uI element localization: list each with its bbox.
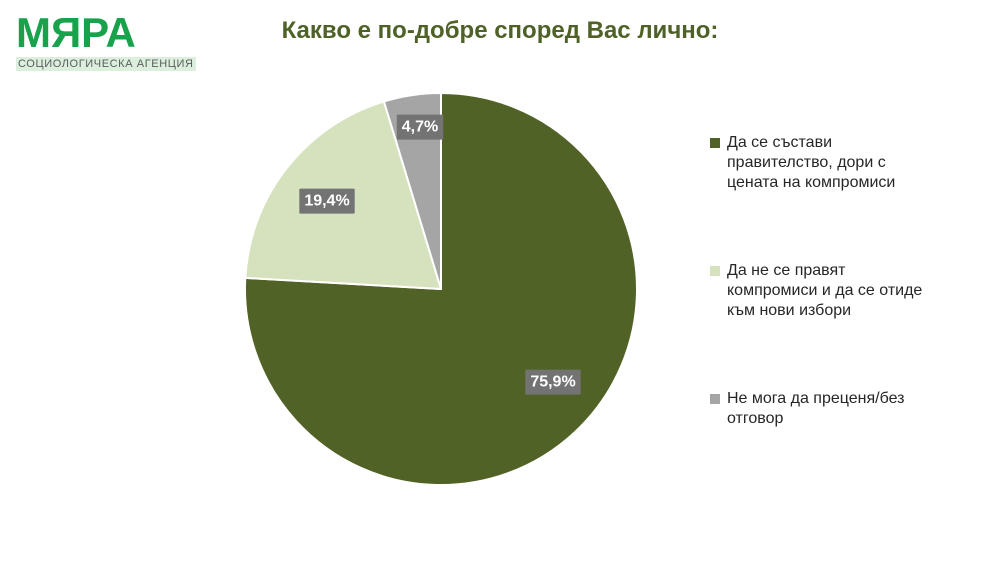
legend-item-2: Не мога да преценя/без отговор bbox=[710, 389, 940, 429]
legend-swatch-icon bbox=[710, 394, 720, 404]
chart-title: Какво е по-добре според Вас лично: bbox=[281, 17, 719, 44]
logo-subtitle: СОЦИОЛОГИЧЕСКА АГЕНЦИЯ bbox=[16, 57, 196, 71]
legend-label: Да не се правят компромиси и да се отиде… bbox=[727, 262, 923, 319]
svg-text:75,9%: 75,9% bbox=[530, 374, 575, 391]
pie-slices bbox=[243, 92, 638, 486]
data-label-2: 4,7% bbox=[396, 114, 444, 140]
logo-wordmark: МЯРА bbox=[16, 9, 136, 56]
data-label-1: 19,4% bbox=[299, 188, 355, 214]
legend-label: Не мога да преценя/без отговор bbox=[727, 390, 905, 427]
pie-slice-2 bbox=[382, 92, 442, 290]
svg-text:4,7%: 4,7% bbox=[402, 119, 438, 136]
agency-logo: МЯРА СОЦИОЛОГИЧЕСКА АГЕНЦИЯ bbox=[16, 12, 196, 72]
legend-swatch-icon bbox=[710, 266, 720, 276]
legend-item-1: Да не се правят компромиси и да се отиде… bbox=[710, 261, 940, 321]
pie-data-labels: 75,9% 19,4% 4,7% bbox=[299, 114, 581, 395]
legend-swatch-icon bbox=[710, 138, 720, 148]
data-label-0: 75,9% bbox=[525, 369, 581, 395]
legend-item-0: Да се състави правителство, дори с ценат… bbox=[710, 133, 940, 193]
legend-label: Да се състави правителство, дори с ценат… bbox=[727, 134, 896, 191]
legend: Да се състави правителство, дори с ценат… bbox=[710, 133, 940, 429]
svg-text:19,4%: 19,4% bbox=[304, 193, 349, 210]
